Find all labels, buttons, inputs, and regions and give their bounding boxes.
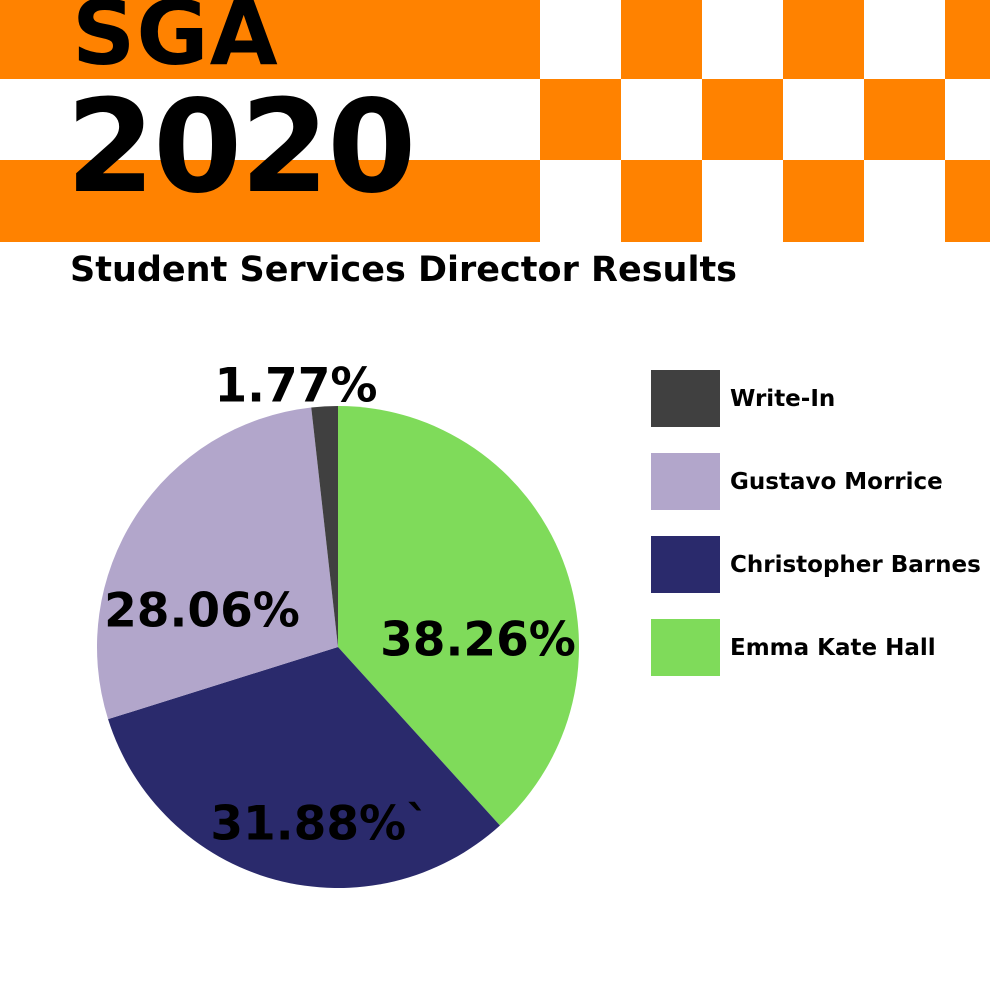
legend-swatch <box>651 619 720 676</box>
legend-item-gustavo-morrice: Gustavo Morrice <box>651 453 981 510</box>
legend-swatch <box>651 453 720 510</box>
checker-square <box>621 160 702 242</box>
checker-square <box>945 160 990 242</box>
checker-square <box>621 0 702 79</box>
pie-slice-write-in <box>311 406 338 647</box>
slice-label-gustavo-morrice: 28.06% <box>104 584 300 639</box>
chart-title: Student Services Director Results <box>70 250 738 290</box>
legend-label: Gustavo Morrice <box>730 468 943 495</box>
legend-label: Emma Kate Hall <box>730 634 936 661</box>
legend: Write-In Gustavo Morrice Christopher Bar… <box>651 370 981 702</box>
checker-square <box>783 160 864 242</box>
pie-slice-emma-kate-hall <box>338 406 579 826</box>
slice-label-emma-kate-hall: 38.26% <box>380 613 576 668</box>
checker-square <box>864 79 945 160</box>
legend-label: Write-In <box>730 385 836 412</box>
slice-label-christopher-barnes: 31.88%` <box>210 797 429 852</box>
banner-band <box>0 160 540 242</box>
legend-swatch <box>651 370 720 427</box>
legend-item-emma-kate-hall: Emma Kate Hall <box>651 619 981 676</box>
checker-square <box>945 0 990 79</box>
legend-swatch <box>651 536 720 593</box>
legend-label: Christopher Barnes <box>730 551 981 578</box>
pie-slice-gustavo-morrice <box>97 407 338 720</box>
checker-square <box>540 79 621 160</box>
header-sga: SGA <box>72 0 279 85</box>
legend-item-christopher-barnes: Christopher Barnes <box>651 536 981 593</box>
pie-slice-christopher-barnes <box>108 647 500 889</box>
checker-square <box>702 79 783 160</box>
legend-item-write-in: Write-In <box>651 370 981 427</box>
checker-square <box>783 0 864 79</box>
banner-band <box>0 0 540 79</box>
header-year: 2020 <box>66 73 416 222</box>
checkered-banner <box>0 0 990 242</box>
slice-label-write-in: 1.77% <box>214 359 377 414</box>
